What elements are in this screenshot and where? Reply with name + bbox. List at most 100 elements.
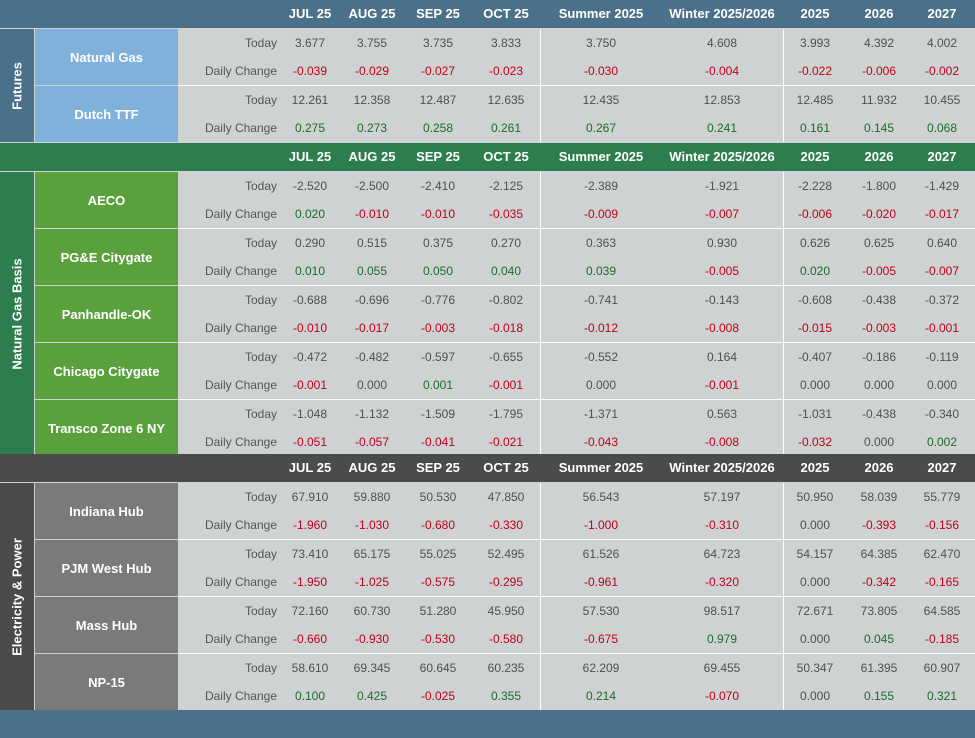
today-value: 12.635 xyxy=(487,93,525,107)
today-value: 64.385 xyxy=(860,547,898,561)
change-value: 0.020 xyxy=(799,264,831,278)
today-value: 58.039 xyxy=(860,490,898,504)
today-value: 57.197 xyxy=(703,490,741,504)
change-value: -0.930 xyxy=(354,632,390,646)
row-divider xyxy=(179,399,975,400)
column-divider xyxy=(783,172,784,456)
change-value: -0.002 xyxy=(924,64,960,78)
section-label-futures: Futures xyxy=(0,29,34,142)
today-value: 0.290 xyxy=(294,236,326,250)
change-value: 0.155 xyxy=(863,689,895,703)
today-row: Today 67.910 59.880 50.530 47.850 56.543 57.19… xyxy=(179,483,975,511)
change-value: -0.003 xyxy=(420,321,456,335)
change-value: -1.000 xyxy=(583,518,619,532)
today-value: 50.530 xyxy=(419,490,457,504)
today-value: 3.755 xyxy=(356,36,388,50)
change-value: -0.051 xyxy=(292,435,328,449)
column-header: AUG 25 xyxy=(348,460,396,475)
today-value: -2.500 xyxy=(354,179,390,193)
today-value: -0.776 xyxy=(420,293,456,307)
column-header: JUL 25 xyxy=(288,460,332,475)
instrument-name: PG&E Citygate xyxy=(35,229,178,285)
today-value: 0.930 xyxy=(706,236,738,250)
change-value: -0.035 xyxy=(488,207,524,221)
today-value: -0.655 xyxy=(488,350,524,364)
today-value: 98.517 xyxy=(703,604,741,618)
today-value: -1.132 xyxy=(354,407,390,421)
today-value: 0.563 xyxy=(706,407,738,421)
change-value: -0.320 xyxy=(704,575,740,589)
today-value: 61.395 xyxy=(860,661,898,675)
daily-change-row: Daily Change -0.001 0.000 0.001 -0.001 0.000 -… xyxy=(179,371,975,399)
today-value: 11.932 xyxy=(861,93,897,107)
today-value: 0.375 xyxy=(422,236,454,250)
today-value: 0.625 xyxy=(863,236,895,250)
change-value: -0.165 xyxy=(924,575,960,589)
today-value: -0.552 xyxy=(583,350,619,364)
change-value: -0.680 xyxy=(420,518,456,532)
column-header: 2026 xyxy=(864,149,894,164)
instrument-name: Indiana Hub xyxy=(35,483,178,539)
today-value: 3.750 xyxy=(585,36,617,50)
instrument-name: Transco Zone 6 NY xyxy=(35,400,178,456)
change-value: 0.425 xyxy=(356,689,388,703)
column-header: OCT 25 xyxy=(483,460,529,475)
column-header: AUG 25 xyxy=(348,6,396,21)
today-value: 60.907 xyxy=(923,661,961,675)
today-value: 10.455 xyxy=(923,93,961,107)
change-value: -0.032 xyxy=(797,435,833,449)
today-value: 4.392 xyxy=(863,36,895,50)
row-label: Today xyxy=(244,547,277,561)
today-value: 56.543 xyxy=(582,490,620,504)
change-value: 0.000 xyxy=(799,378,831,392)
change-value: -0.041 xyxy=(420,435,456,449)
instrument-name: Natural Gas xyxy=(35,29,178,85)
today-value: -0.688 xyxy=(292,293,328,307)
today-value: -1.371 xyxy=(583,407,619,421)
daily-change-row: Daily Change -0.039 -0.029 -0.027 -0.023 -0.0… xyxy=(179,57,975,85)
column-header: 2025 xyxy=(800,6,830,21)
today-row: Today 3.677 3.755 3.735 3.833 3.750 4.608 3.993… xyxy=(179,29,975,57)
change-value: -0.010 xyxy=(292,321,328,335)
change-value: 0.050 xyxy=(422,264,454,278)
today-value: -0.119 xyxy=(925,350,959,364)
today-value: 12.435 xyxy=(582,93,620,107)
change-value: -0.010 xyxy=(420,207,456,221)
today-value: 60.645 xyxy=(419,661,457,675)
row-label: Today xyxy=(244,293,277,307)
today-value: 55.779 xyxy=(923,490,961,504)
instrument-name: Chicago Citygate xyxy=(35,343,178,399)
today-value: -1.800 xyxy=(861,179,897,193)
column-header: Summer 2025 xyxy=(558,460,644,475)
change-value: 0.000 xyxy=(585,378,617,392)
column-header: 2027 xyxy=(927,460,957,475)
change-value: -0.025 xyxy=(420,689,456,703)
today-value: -1.921 xyxy=(704,179,740,193)
change-value: 0.045 xyxy=(863,632,895,646)
today-value: 65.175 xyxy=(353,547,391,561)
change-value: -0.008 xyxy=(704,435,740,449)
change-value: -0.660 xyxy=(292,632,328,646)
change-value: -0.580 xyxy=(488,632,524,646)
daily-change-row: Daily Change -1.950 -1.025 -0.575 -0.295 -0.9… xyxy=(179,568,975,596)
row-label: Today xyxy=(244,179,277,193)
change-value: 0.000 xyxy=(799,575,831,589)
column-divider xyxy=(540,172,541,456)
today-value: -0.472 xyxy=(292,350,328,364)
section-header-power: JUL 25 AUG 25 SEP 25 OCT 25 Summer 2025 Winte… xyxy=(0,454,975,482)
change-value: -0.342 xyxy=(861,575,897,589)
today-value: 54.157 xyxy=(796,547,834,561)
column-divider xyxy=(540,483,541,710)
today-value: -2.125 xyxy=(488,179,524,193)
row-divider xyxy=(179,596,975,597)
today-value: 12.261 xyxy=(291,93,329,107)
today-value: -1.031 xyxy=(797,407,833,421)
change-value: -0.003 xyxy=(861,321,897,335)
change-value: -0.039 xyxy=(292,64,328,78)
today-value: 51.280 xyxy=(419,604,457,618)
row-divider xyxy=(179,342,975,343)
today-row: Today -0.472 -0.482 -0.597 -0.655 -0.552 0.164… xyxy=(179,343,975,371)
today-value: 60.235 xyxy=(487,661,525,675)
change-value: 0.241 xyxy=(706,121,738,135)
change-value: -0.043 xyxy=(583,435,619,449)
